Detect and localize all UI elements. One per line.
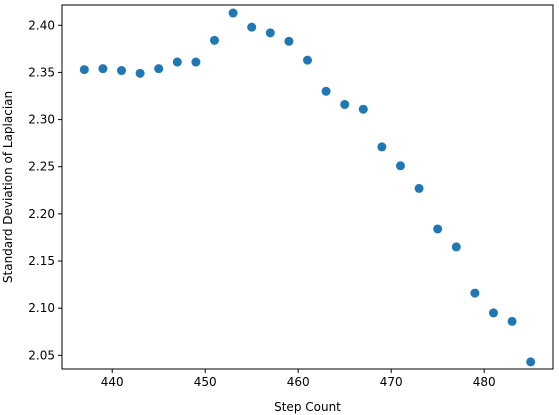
x-tick-label: 450 bbox=[194, 375, 217, 389]
data-point bbox=[210, 35, 220, 45]
y-tick-label: 2.05 bbox=[28, 348, 55, 362]
data-point bbox=[303, 55, 312, 65]
data-point bbox=[414, 183, 424, 193]
data-point bbox=[265, 28, 275, 38]
y-tick-label: 2.40 bbox=[28, 18, 55, 32]
data-points bbox=[79, 8, 536, 367]
y-tick-label: 2.10 bbox=[28, 301, 55, 315]
data-point bbox=[358, 104, 368, 114]
data-point bbox=[117, 66, 127, 76]
data-point bbox=[98, 64, 108, 74]
y-tick-label: 2.15 bbox=[28, 254, 55, 268]
data-point bbox=[172, 57, 182, 67]
data-point bbox=[79, 65, 89, 75]
data-point bbox=[228, 8, 238, 18]
data-point bbox=[377, 142, 387, 152]
x-axis-label: Step Count bbox=[274, 400, 341, 414]
y-axis-label: Standard Deviation of Laplacian bbox=[1, 91, 15, 283]
data-point bbox=[284, 36, 294, 46]
axis-ticks: 440 450 460 470 480 2.05 2.10 2.15 2.20 2.25 2.30 2… bbox=[28, 18, 495, 389]
data-point bbox=[191, 57, 201, 67]
x-tick-label: 480 bbox=[473, 375, 496, 389]
data-point bbox=[154, 64, 164, 74]
data-point bbox=[135, 68, 145, 78]
data-point bbox=[395, 161, 405, 171]
y-tick-label: 2.30 bbox=[28, 113, 55, 127]
x-tick-label: 460 bbox=[287, 375, 310, 389]
plot-frame bbox=[61, 4, 554, 370]
data-point bbox=[470, 288, 480, 298]
plot-area bbox=[62, 5, 553, 369]
data-point bbox=[507, 316, 517, 326]
data-point bbox=[340, 99, 350, 109]
y-tick-label: 2.20 bbox=[28, 207, 55, 221]
x-tick-label: 440 bbox=[101, 375, 124, 389]
data-point bbox=[433, 224, 443, 234]
y-tick-label: 2.35 bbox=[28, 65, 55, 79]
x-tick-label: 470 bbox=[380, 375, 403, 389]
data-point bbox=[451, 242, 461, 252]
data-point bbox=[247, 22, 257, 32]
data-point bbox=[526, 357, 536, 367]
data-point bbox=[488, 308, 498, 318]
y-tick-label: 2.25 bbox=[28, 160, 55, 174]
data-point bbox=[321, 86, 331, 96]
